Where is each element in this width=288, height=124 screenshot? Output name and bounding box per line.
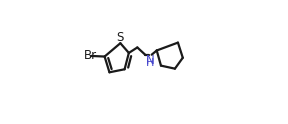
Text: Br: Br <box>84 49 97 62</box>
Text: H: H <box>146 58 155 68</box>
Text: N: N <box>146 54 155 67</box>
Text: S: S <box>116 31 124 44</box>
